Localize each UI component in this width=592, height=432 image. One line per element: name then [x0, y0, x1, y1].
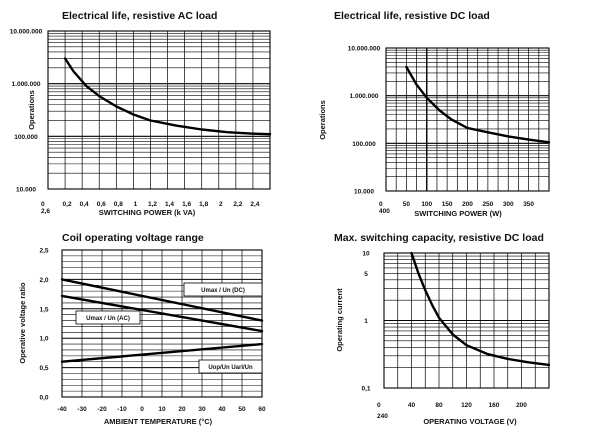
x-tick-label: 0	[379, 201, 383, 208]
y-tick-label: 2,0	[39, 277, 48, 284]
x-tick-label: 160	[489, 402, 500, 409]
series-line	[63, 57, 272, 136]
x-tick-label: 300	[503, 201, 514, 208]
x-tick-label: 20	[178, 406, 186, 413]
annotation-box	[198, 359, 263, 374]
x-tick-label: 60	[258, 406, 266, 413]
x-tick-label: 240	[377, 413, 388, 420]
x-tick-label: 2,4	[250, 201, 259, 208]
x-tick-label: 350	[523, 201, 534, 208]
y-tick-label: 2,5	[39, 248, 48, 255]
x-axis-label: OPERATING VOLTAGE (V)	[423, 417, 517, 426]
y-tick-label: 1	[364, 318, 368, 325]
x-tick-label: 2	[219, 201, 223, 208]
x-tick-label: 120	[461, 402, 472, 409]
x-tick-label: 30	[198, 406, 206, 413]
x-tick-label: -40	[57, 406, 67, 413]
chart-title: Electrical life, resistive AC load	[62, 10, 217, 22]
x-tick-label: 0,4	[80, 201, 89, 208]
x-tick-label: 40	[408, 402, 416, 409]
x-tick-label: 1,2	[148, 201, 157, 208]
grid	[47, 30, 271, 190]
chart-title: Electrical life, resistive DC load	[334, 10, 490, 22]
plot-frame	[47, 30, 271, 190]
y-tick-label: 0,0	[39, 395, 48, 402]
x-tick-label: 0	[41, 201, 45, 208]
series-annotation: Uop/Un Uarl/Un	[208, 365, 253, 371]
y-tick-label: 100.000	[352, 141, 376, 148]
y-tick-label: 0,1	[361, 386, 370, 393]
y-tick-label: 1,5	[39, 306, 48, 313]
chart-title: Coil operating voltage range	[62, 232, 204, 244]
x-tick-label: -30	[77, 406, 87, 413]
x-tick-label: 2,6	[41, 208, 50, 215]
x-tick-label: -10	[117, 406, 127, 413]
x-tick-label: 150	[442, 201, 453, 208]
x-axis-label: SWITCHING POWER (W)	[414, 209, 502, 218]
x-tick-label: 250	[482, 201, 493, 208]
y-tick-label: 0,5	[39, 365, 48, 372]
series-annotation: Umax / Un (AC)	[86, 316, 130, 322]
x-tick-label: 0,6	[97, 201, 106, 208]
plot-frame	[385, 47, 550, 192]
y-axis-label: Operations	[27, 90, 36, 130]
chart-title: Max. switching capacity, resistive DC lo…	[334, 232, 544, 244]
x-tick-label: 100	[421, 201, 432, 208]
y-tick-label: 10.000.000	[348, 46, 381, 53]
plot-frame	[61, 249, 263, 398]
series-line	[60, 342, 264, 363]
y-tick-label: 10	[362, 251, 370, 258]
x-tick-label: 50	[238, 406, 246, 413]
series-annotation: Umax / Un (DC)	[201, 288, 245, 294]
x-tick-label: 40	[218, 406, 226, 413]
annotation-box	[183, 282, 263, 297]
y-tick-label: 10.000	[16, 187, 36, 194]
x-tick-label: 0	[377, 402, 381, 409]
x-tick-label: 2,2	[233, 201, 242, 208]
x-tick-label: 1	[134, 201, 138, 208]
x-axis-label: AMBIENT TEMPERATURE (°C)	[104, 417, 213, 426]
x-tick-label: 80	[435, 402, 443, 409]
x-tick-label: 400	[379, 208, 390, 215]
y-tick-label: 5	[364, 271, 368, 278]
x-tick-label: 200	[516, 402, 527, 409]
y-tick-label: 1.000.000	[12, 81, 41, 88]
y-tick-label: 10.000	[354, 189, 374, 196]
y-tick-label: 10.000.000	[10, 29, 43, 36]
series-line	[410, 251, 551, 367]
y-tick-label: 100.000	[14, 134, 38, 141]
plot-frame	[383, 252, 550, 389]
y-axis-label: Operating current	[335, 288, 344, 352]
x-tick-label: 1,4	[165, 201, 174, 208]
grid	[385, 47, 550, 192]
series-line	[405, 65, 551, 144]
x-tick-label: 0,2	[63, 201, 72, 208]
y-tick-label: 1.000.000	[350, 93, 379, 100]
x-tick-label: 200	[462, 201, 473, 208]
x-axis-label: SWITCHING POWER (k VA)	[99, 208, 196, 217]
x-tick-label: 50	[403, 201, 411, 208]
x-tick-label: 10	[158, 406, 166, 413]
x-tick-label: -20	[97, 406, 107, 413]
y-tick-label: 1,0	[39, 336, 48, 343]
x-tick-label: 0,8	[114, 201, 123, 208]
x-tick-label: 0	[140, 406, 144, 413]
x-tick-label: 1,8	[199, 201, 208, 208]
y-axis-label: Operations	[318, 100, 327, 140]
x-tick-label: 1,6	[182, 201, 191, 208]
annotation-box	[75, 310, 141, 325]
series-line	[60, 294, 264, 333]
y-axis-label: Operative voltage ratio	[18, 282, 27, 364]
grid	[383, 252, 550, 389]
series-line	[60, 278, 264, 322]
